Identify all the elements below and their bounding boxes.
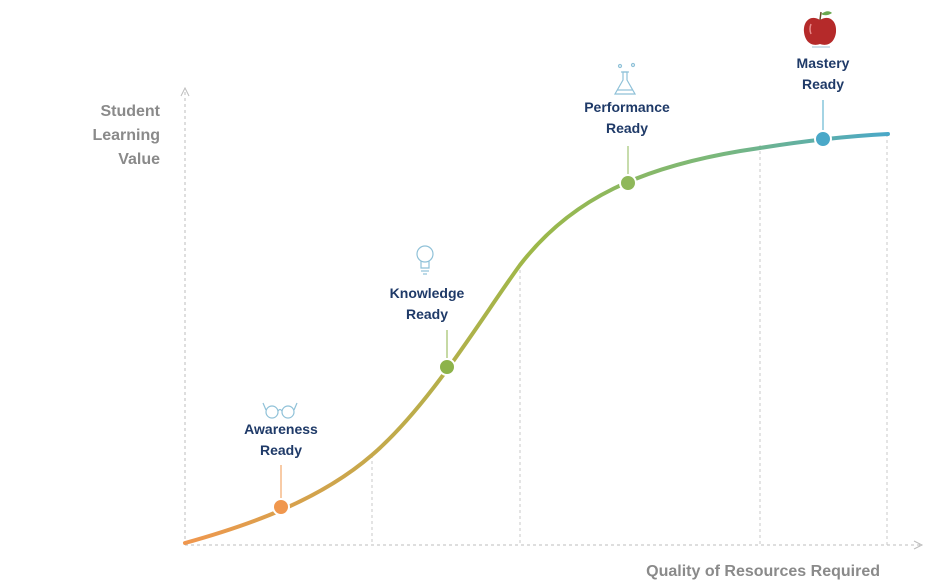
stage-gridlines (371, 134, 888, 545)
marker-knowledge (438, 358, 456, 376)
apple-icon (803, 11, 837, 48)
stage-label-mastery: Mastery Ready (796, 55, 850, 92)
marker-performance (619, 174, 637, 192)
axes (180, 86, 924, 550)
glasses-icon (262, 402, 298, 419)
stage-label-performance: Performance Ready (584, 99, 670, 136)
stage-markers (272, 130, 832, 516)
x-axis-arrow (913, 540, 924, 550)
label-connectors (280, 100, 824, 500)
x-axis-label: Quality of Resources Required (646, 563, 880, 580)
y-axis-arrow (180, 86, 190, 97)
stage-label-awareness: Awareness Ready (244, 421, 318, 458)
marker-awareness (272, 498, 290, 516)
learning-curve (183, 132, 890, 545)
stage-label-knowledge: Knowledge Ready (389, 285, 465, 322)
y-axis-label: Student Learning Value (92, 103, 160, 168)
lightbulb-icon (416, 245, 434, 275)
marker-mastery (814, 130, 832, 148)
flask-icon (613, 62, 637, 95)
